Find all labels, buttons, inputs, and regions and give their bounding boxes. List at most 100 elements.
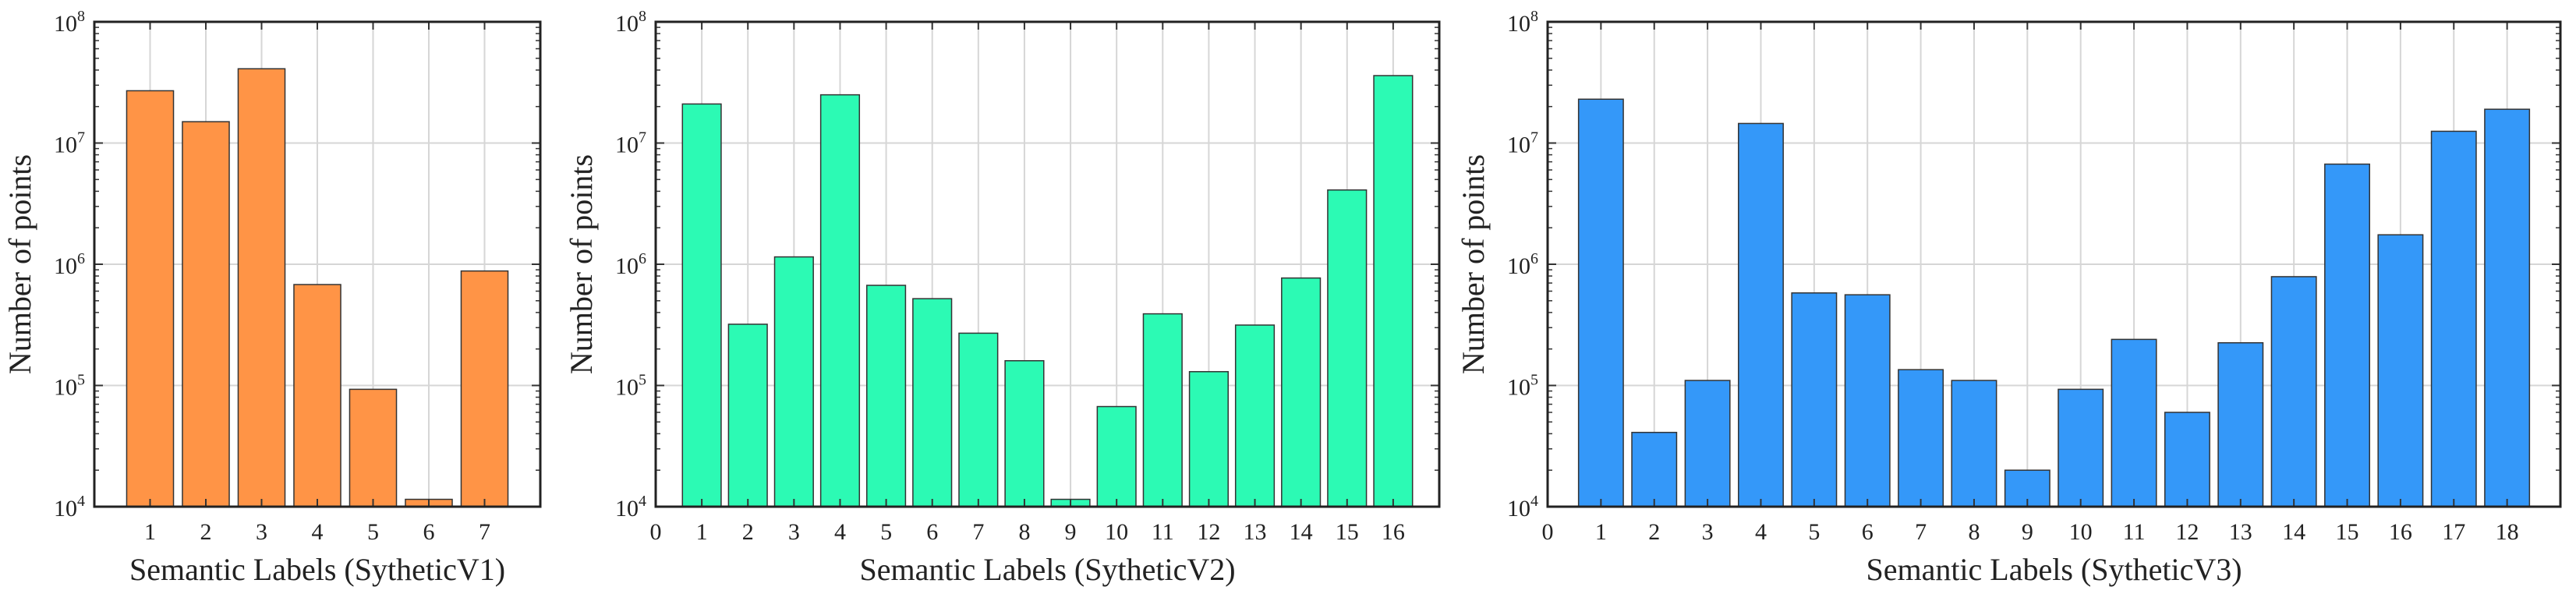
y-tick-label: 104	[54, 493, 85, 521]
x-tick-label: 6	[926, 519, 938, 545]
chart-panel-1: 104 105 106 107 108 1 2 3 4 5 6 7 Semantic Labels (S…	[2, 8, 542, 587]
x-tick-label: 9	[2022, 519, 2033, 545]
x-tick-label: 4	[312, 519, 324, 545]
x-tick-label: 3	[1702, 519, 1714, 545]
x-axis-title: Semantic Labels (SytheticV2)	[859, 552, 1235, 587]
x-tick-label: 14	[2282, 519, 2305, 545]
bar-11	[2111, 338, 2157, 507]
bar-4	[819, 94, 861, 507]
bar-5	[866, 285, 907, 507]
bar-5	[349, 388, 398, 507]
x-tick-label: 6	[1862, 519, 1874, 545]
x-tick-label: 11	[2123, 519, 2146, 545]
bar-13	[1234, 324, 1276, 507]
bar-2	[1631, 431, 1678, 507]
x-tick-label: 2	[200, 519, 212, 545]
x-tick-label: 1	[696, 519, 708, 545]
bar-7	[1898, 369, 1944, 507]
bar-1	[1577, 98, 1624, 507]
y-tick-label: 106	[615, 250, 646, 279]
x-tick-label: 18	[2496, 519, 2519, 545]
x-tick-label: 6	[423, 519, 435, 545]
x-tick-label: 1	[1595, 519, 1607, 545]
bar-8	[1004, 360, 1045, 507]
x-axis-title: Semantic Labels (SytheticV3)	[1866, 552, 2242, 587]
plot-frame	[654, 20, 1441, 508]
x-tick-label: 3	[256, 519, 267, 545]
x-tick-label: 7	[972, 519, 984, 545]
bar-6	[1844, 294, 1891, 507]
x-tick-label: 13	[1244, 519, 1267, 545]
bar-5	[1791, 292, 1838, 507]
x-tick-label: 11	[1152, 519, 1174, 545]
plot-frame	[93, 20, 542, 508]
y-tick-label: 108	[1507, 8, 1538, 37]
bar-16	[2377, 234, 2424, 507]
y-tick-label: 105	[615, 372, 646, 401]
bar-6	[912, 298, 953, 507]
x-tick-label: 16	[2389, 519, 2412, 545]
bar-10	[2058, 388, 2104, 507]
bar-3	[773, 256, 814, 507]
bar-3	[237, 68, 286, 507]
y-axis-title: Number of points	[564, 154, 599, 374]
x-tick-label: 10	[2069, 519, 2093, 545]
x-tick-label: 8	[1018, 519, 1030, 545]
bar-12	[2164, 412, 2210, 507]
bar-12	[1188, 371, 1229, 507]
bar-7	[460, 270, 509, 507]
x-tick-label: 8	[1968, 519, 1980, 545]
bar-2	[182, 121, 230, 507]
bar-7	[958, 332, 999, 507]
y-tick-label: 105	[1507, 372, 1538, 401]
x-tick-label: 2	[742, 519, 754, 545]
y-tick-label: 107	[54, 129, 85, 158]
bar-1	[681, 103, 722, 507]
bar-3	[1684, 380, 1731, 507]
x-tick-label: 0	[1542, 519, 1554, 545]
bar-18	[2484, 108, 2531, 507]
y-tick-label: 107	[615, 129, 646, 158]
bar-8	[1951, 380, 1997, 507]
bar-4	[1738, 122, 1784, 507]
y-tick-label: 104	[1507, 493, 1538, 521]
plot-frame	[1546, 20, 2562, 508]
bar-15	[1327, 189, 1368, 507]
x-tick-label: 9	[1065, 519, 1077, 545]
x-axis-title: Semantic Labels (SytheticV1)	[129, 552, 505, 587]
bar-13	[2217, 341, 2264, 507]
y-tick-label: 104	[615, 493, 646, 521]
bar-15	[2324, 163, 2370, 507]
bar-16	[1373, 75, 1414, 507]
x-tick-label: 5	[367, 519, 379, 545]
y-tick-label: 106	[1507, 250, 1538, 279]
x-tick-label: 0	[650, 519, 662, 545]
x-tick-label: 1	[144, 519, 156, 545]
bar-10	[1096, 405, 1137, 507]
bar-4	[293, 284, 341, 507]
bar-14	[2270, 276, 2317, 507]
x-tick-label: 12	[1197, 519, 1220, 545]
x-tick-label: 15	[1336, 519, 1359, 545]
bar-11	[1142, 313, 1183, 507]
x-tick-label: 3	[788, 519, 800, 545]
x-tick-label: 12	[2175, 519, 2199, 545]
y-tick-label: 106	[54, 250, 85, 279]
x-tick-label: 14	[1290, 519, 1313, 545]
y-tick-label: 108	[615, 8, 646, 37]
y-tick-label: 108	[54, 8, 85, 37]
bar-1	[126, 90, 175, 507]
x-tick-label: 17	[2442, 519, 2465, 545]
bar-14	[1281, 277, 1322, 507]
y-axis-title: Number of points	[2, 154, 37, 374]
x-tick-label: 7	[479, 519, 490, 545]
y-axis-title: Number of points	[1456, 154, 1491, 374]
x-tick-label: 16	[1382, 519, 1405, 545]
y-tick-label: 105	[54, 372, 85, 401]
x-tick-label: 13	[2229, 519, 2252, 545]
x-tick-label: 5	[1808, 519, 1820, 545]
x-tick-label: 15	[2336, 519, 2359, 545]
bar-17	[2430, 130, 2477, 507]
